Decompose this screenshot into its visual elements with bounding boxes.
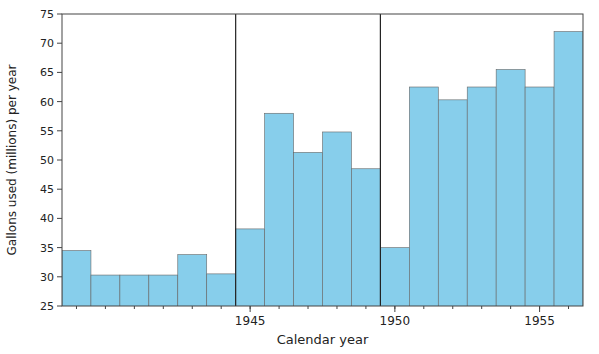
- x-tick-label: 1950: [380, 314, 411, 328]
- y-tick: [57, 43, 62, 44]
- x-tick-label: 1945: [235, 314, 266, 328]
- x-minor-tick: [481, 306, 482, 309]
- bar: [236, 229, 265, 306]
- bar: [91, 275, 120, 306]
- y-tick-label: 40: [40, 212, 54, 225]
- plot-frame: [62, 14, 583, 306]
- period-line: [235, 14, 236, 306]
- bar: [409, 87, 438, 306]
- x-minor-tick: [279, 306, 280, 309]
- y-tick: [57, 130, 62, 131]
- x-axis-label: Calendar year: [277, 332, 369, 347]
- bar: [525, 87, 554, 306]
- bar: [323, 132, 352, 306]
- y-tick: [57, 306, 62, 307]
- bar: [380, 248, 409, 306]
- y-tick-label: 65: [40, 66, 54, 79]
- bars: [62, 14, 583, 306]
- bar: [120, 275, 149, 306]
- period-line: [380, 14, 381, 306]
- x-minor-tick: [76, 306, 77, 309]
- x-minor-tick: [221, 306, 222, 309]
- bar: [265, 113, 294, 306]
- x-tick: [539, 306, 540, 312]
- y-tick-label: 50: [40, 154, 54, 167]
- y-tick-label: 30: [40, 271, 54, 284]
- x-minor-tick: [308, 306, 309, 309]
- y-tick-label: 45: [40, 183, 54, 196]
- x-minor-tick: [452, 306, 453, 309]
- x-tick: [394, 306, 395, 312]
- bar: [554, 32, 583, 306]
- y-tick-label: 60: [40, 96, 54, 109]
- y-tick: [57, 160, 62, 161]
- bar: [178, 255, 207, 306]
- x-minor-tick: [163, 306, 164, 309]
- chart: 1945 1950 1955 25 30 35 40 45 50 55 60 65 70 75 Calend…: [0, 0, 599, 354]
- y-axis-label: Gallons used (millions) per year: [5, 64, 19, 255]
- y-tick: [57, 247, 62, 248]
- y-tick: [57, 218, 62, 219]
- bar: [351, 169, 380, 306]
- y-tick-label: 75: [40, 8, 54, 21]
- y-tick: [57, 189, 62, 190]
- y-tick-label: 55: [40, 125, 54, 138]
- x-tick: [250, 306, 251, 312]
- bar: [294, 152, 323, 306]
- x-minor-tick: [510, 306, 511, 309]
- y-tick: [57, 72, 62, 73]
- bar: [438, 100, 467, 306]
- bar: [467, 87, 496, 306]
- y-tick-label: 70: [40, 37, 54, 50]
- x-minor-tick: [192, 306, 193, 309]
- bar: [62, 251, 91, 306]
- bar: [207, 274, 236, 306]
- bar: [149, 275, 178, 306]
- x-minor-tick: [365, 306, 366, 309]
- x-tick-label: 1955: [524, 314, 555, 328]
- x-minor-tick: [423, 306, 424, 309]
- y-tick-label: 35: [40, 242, 54, 255]
- x-minor-tick: [568, 306, 569, 309]
- y-tick: [57, 14, 62, 15]
- y-tick: [57, 276, 62, 277]
- y-tick-label: 25: [40, 300, 54, 313]
- y-tick: [57, 101, 62, 102]
- x-minor-tick: [134, 306, 135, 309]
- bar: [496, 69, 525, 306]
- x-minor-tick: [105, 306, 106, 309]
- x-minor-tick: [336, 306, 337, 309]
